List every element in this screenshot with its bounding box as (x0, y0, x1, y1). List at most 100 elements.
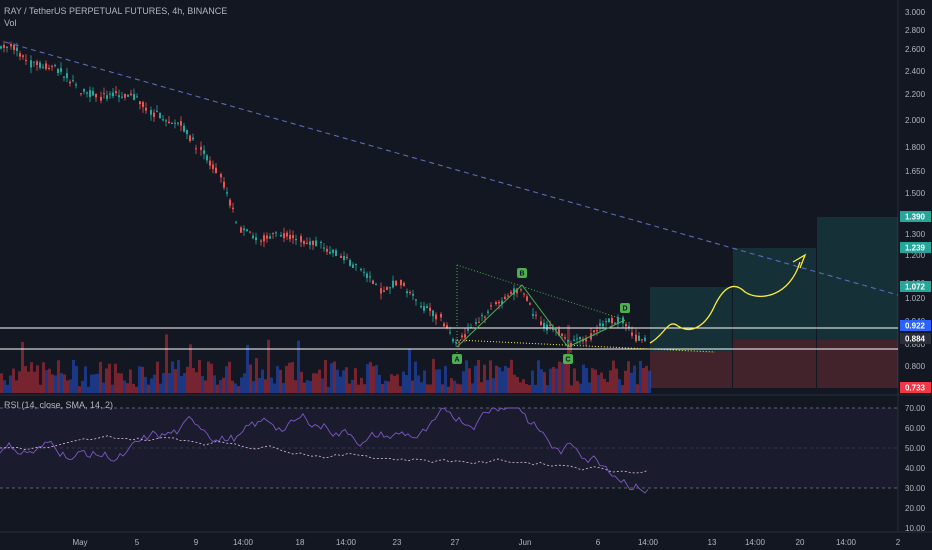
pattern-point-c-badge (563, 354, 573, 364)
candle-body (312, 240, 314, 246)
candle-body (435, 314, 437, 320)
volume-bar (51, 374, 54, 393)
candle-body (243, 228, 245, 231)
candle-body (523, 293, 525, 295)
symbol-title[interactable]: RAY / TetherUS PERPETUAL FUTURES, 4h, BI… (4, 6, 228, 16)
volume-bar (510, 359, 513, 393)
volume-bar (396, 374, 399, 393)
volume-bar (390, 374, 393, 393)
candle-body (240, 227, 242, 233)
candle-body (235, 221, 237, 223)
candle-body (540, 321, 542, 326)
volume-bar (531, 370, 534, 393)
rsi-label[interactable]: RSI (14, close, SMA, 14, 2) (4, 400, 114, 410)
candle-body (440, 314, 442, 318)
volume-bar (165, 334, 168, 393)
volume-bar (414, 361, 417, 393)
volume-bar (312, 373, 315, 393)
candle-body (429, 307, 431, 311)
volume-bar (219, 379, 222, 393)
candle-body (83, 89, 85, 92)
volume-bar (111, 384, 114, 393)
candle-body (487, 311, 489, 313)
candle-body (546, 324, 548, 331)
volume-bar (255, 358, 258, 393)
volume-bar (480, 382, 483, 393)
volume-bar (210, 363, 213, 393)
volume-bar (642, 368, 645, 393)
candle-body (561, 333, 563, 336)
candle-body (372, 280, 374, 284)
candle-body (48, 67, 50, 70)
volume-bar (516, 376, 519, 393)
volume-bar (117, 373, 120, 393)
candle-body (461, 335, 463, 338)
candle-body (516, 288, 518, 294)
candle-body (400, 279, 402, 286)
volume-bar (555, 368, 558, 393)
descending-trendline (4, 41, 899, 296)
price-tag-label: 1.239 (905, 244, 926, 253)
price-tick-label: 0.800 (905, 362, 926, 371)
volume-bar (162, 373, 165, 393)
volume-bar (399, 386, 402, 393)
candle-body (174, 122, 176, 124)
candle-body (513, 288, 515, 295)
time-tick-label: 18 (296, 538, 305, 547)
volume-bar (237, 386, 240, 393)
candle-body (177, 122, 179, 124)
volume-bar (252, 381, 255, 393)
volume-bar (339, 376, 342, 393)
volume-bar (579, 383, 582, 393)
volume-bar (594, 369, 597, 393)
price-tick-label: 1.800 (905, 143, 926, 152)
volume-bar (498, 367, 501, 393)
candle-body (89, 90, 91, 98)
volume-bar (333, 361, 336, 393)
volume-bar (132, 383, 135, 393)
candle-body (458, 341, 460, 343)
candle-body (206, 155, 208, 161)
volume-bar (522, 379, 525, 393)
volume-bar (402, 371, 405, 393)
volume-bar (639, 360, 642, 393)
volume-bar (336, 369, 339, 393)
candle-body (100, 96, 102, 101)
candle-body (329, 251, 331, 254)
volume-bar (15, 380, 18, 393)
volume-bar (360, 377, 363, 393)
candle-body (130, 93, 132, 96)
candle-body (355, 263, 357, 266)
candle-body (520, 289, 522, 291)
candle-body (162, 119, 164, 121)
candle-body (535, 314, 537, 316)
candle-body (22, 55, 24, 57)
time-tick-label: May (72, 538, 87, 547)
volume-bar (558, 361, 561, 393)
rsi-tick-label: 30.00 (905, 484, 926, 493)
volume-bar (216, 384, 219, 393)
candle-body (246, 229, 248, 231)
volume-bar (423, 370, 426, 393)
price-tick-label: 1.020 (905, 294, 926, 303)
candle-body (389, 287, 391, 289)
price-tick-label: 2.000 (905, 116, 926, 125)
volume-bar (270, 377, 273, 393)
rsi-tick-label: 70.00 (905, 404, 926, 413)
candle-body (432, 310, 434, 317)
volume-bar (474, 365, 477, 393)
candle-body (576, 338, 578, 340)
volume-bar (93, 374, 96, 393)
position-target-zone (650, 287, 732, 351)
candle-body (303, 241, 305, 244)
volume-bar (468, 368, 471, 393)
candle-body (602, 323, 604, 327)
volume-bar (486, 380, 489, 393)
candle-body (286, 232, 288, 237)
volume-bar (294, 380, 297, 393)
volume-bar (147, 384, 150, 393)
volume-bar (90, 374, 93, 393)
candle-body (189, 135, 191, 142)
price-tag-label: 0.884 (905, 335, 926, 344)
